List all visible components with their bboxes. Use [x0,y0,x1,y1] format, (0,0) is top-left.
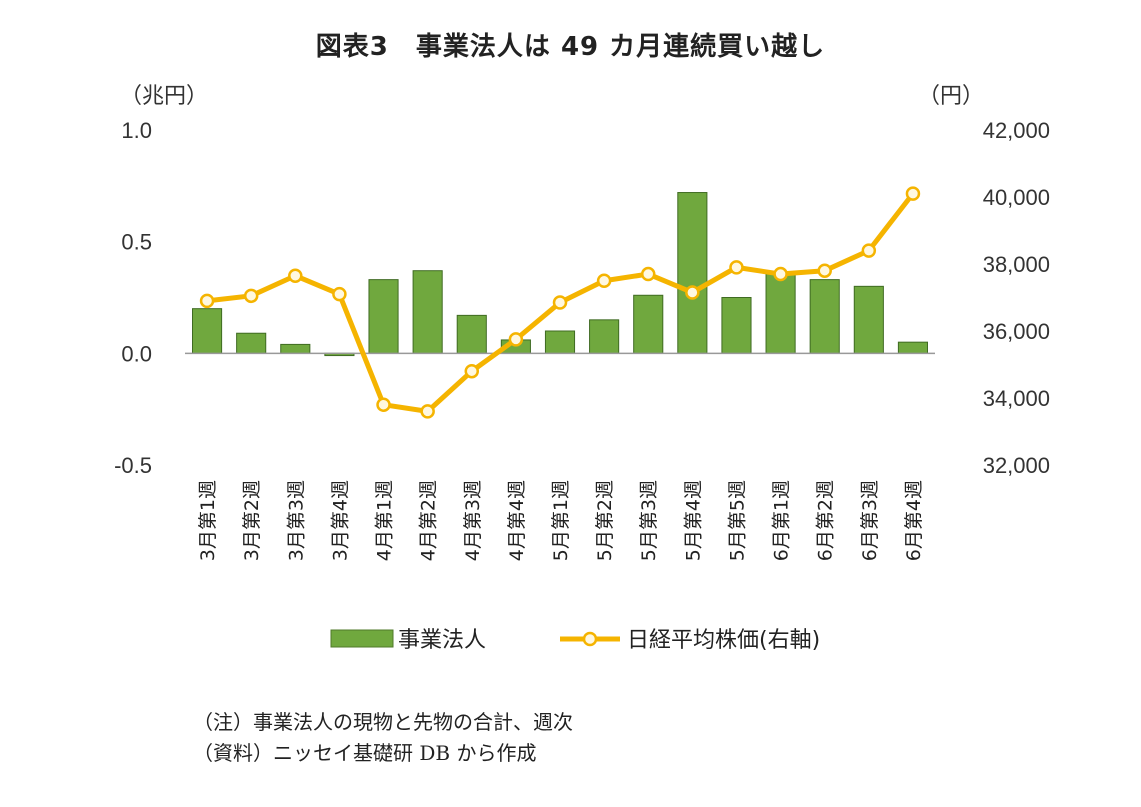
nikkei-point-4 [332,286,347,302]
right-axis-unit: （円） [918,84,984,109]
bar-12 [677,192,708,354]
category-label: 4月第3週 [462,480,484,561]
category-label: 5月第1週 [550,480,572,561]
category-label: 6月第3週 [859,480,881,561]
nikkei-point-17 [905,186,921,201]
category-label: 5月第3週 [638,480,660,561]
category-label: 3月第4週 [329,480,351,561]
bar-15 [809,279,840,354]
nikkei-point-3 [288,268,303,283]
right-axis-tick-label: 42,000 [983,118,1050,143]
bar-11 [633,294,664,354]
bar-14 [765,272,796,354]
nikkei-point-10 [596,273,612,288]
left-axis-tick-label: 1.0 [121,118,152,143]
bar-9 [544,330,576,354]
left-axis-tick-label: -0.5 [114,453,152,478]
note-line-1: （注）事業法人の現物と先物の合計、週次 [193,710,573,734]
category-label: 5月第4週 [682,480,704,561]
bar-6 [412,270,443,354]
bar-1 [192,308,223,354]
nikkei-point-15 [817,263,832,278]
legend-swatch-bar [330,629,394,648]
right-axis-tick-label: 32,000 [983,453,1050,478]
category-label: 4月第1週 [374,480,396,561]
left-axis-tick-label: 0.5 [121,230,152,255]
category-label: 3月第1週 [197,480,219,561]
bar-2 [236,332,267,354]
nikkei-point-2 [243,288,259,304]
right-axis-tick-label: 40,000 [983,185,1050,210]
notes: （注）事業法人の現物と先物の合計、週次 （資料）ニッセイ基礎研 DB から作成 [193,707,573,769]
bar-13 [721,297,752,354]
chart-svg: （兆円） （円） -0.5 0.0 0.5 1.0 32,000 34,000 36,00… [114,84,1050,653]
category-label: 4月第2週 [418,480,440,561]
note-line-2: （資料）ニッセイ基礎研 DB から作成 [193,741,537,765]
right-axis-tick-label: 34,000 [983,386,1050,411]
legend-label-line: 日経平均株価(右軸) [627,628,820,653]
category-label: 6月第2週 [815,480,837,561]
category-label: 3月第2週 [241,480,263,561]
bar-10 [589,319,620,354]
nikkei-point-7 [464,363,480,379]
nikkei-point-13 [729,260,744,275]
category-label: 6月第1週 [771,480,793,561]
nikkei-point-1 [199,293,215,309]
category-label: 6月第4週 [903,480,925,561]
legend-label-bar: 事業法人 [398,628,486,653]
left-axis-unit: （兆円） [120,84,208,109]
nikkei-point-14 [773,266,788,282]
nikkei-point-5 [376,397,391,412]
category-label: 5月第5週 [726,480,748,561]
bar-7 [456,314,487,354]
bar-3 [280,343,311,354]
right-axis-tick-label: 36,000 [983,319,1050,344]
legend-swatch-marker [582,631,598,647]
nikkei-point-16 [861,243,877,258]
category-label: 5月第2週 [594,480,616,561]
left-axis-tick-label: 0.0 [121,341,152,366]
nikkei-point-6 [420,404,435,419]
nikkei-point-12 [685,285,700,300]
nikkei-point-11 [640,266,656,282]
nikkei-point-9 [552,295,568,310]
category-label: 3月第3週 [285,480,307,561]
bar-16 [853,285,884,354]
right-axis-tick-label: 38,000 [983,252,1050,277]
chart-title: 図表3 事業法人は 49 カ月連続買い越し [315,32,826,62]
nikkei-point-8 [508,332,524,347]
bar-5 [368,279,399,354]
bar-17 [897,341,928,354]
category-label: 4月第4週 [506,480,528,561]
